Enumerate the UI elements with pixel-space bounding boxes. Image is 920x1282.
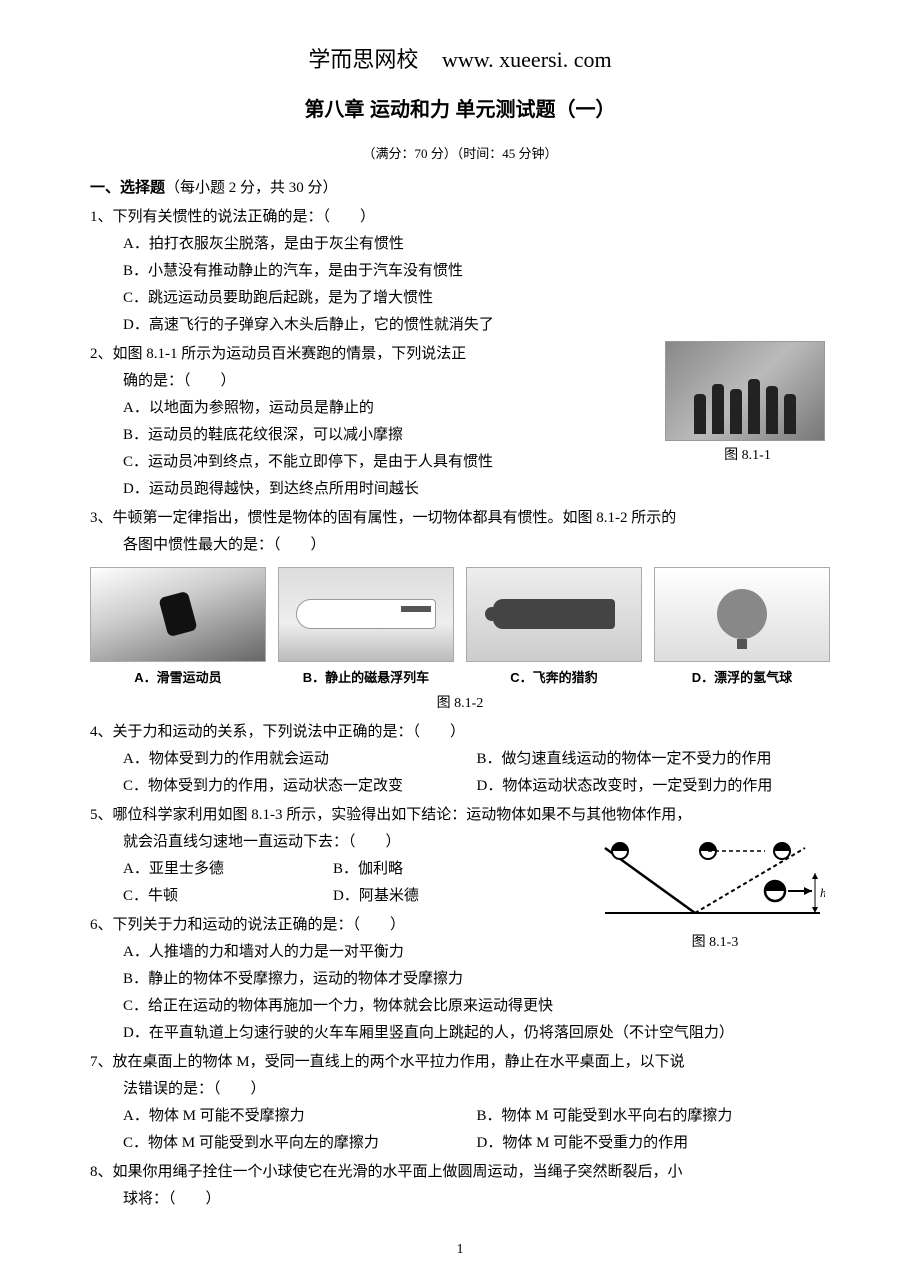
q3-fig-d: D．漂浮的氢气球: [654, 567, 830, 689]
question-8: 8、如果你用绳子拴住一个小球使它在光滑的水平面上做圆周运动，当绳子突然断裂后，小…: [90, 1159, 830, 1213]
header-brand: 学而思网校 www. xueersi. com: [90, 40, 830, 80]
runners-image: [665, 341, 825, 441]
q6-opt-b: B．静止的物体不受摩擦力，运动的物体才受摩擦力: [90, 966, 830, 993]
section-1-heading: 一、选择题（每小题 2 分，共 30 分）: [90, 175, 830, 202]
question-6: 6、下列关于力和运动的说法正确的是：（ ） A．人推墙的力和墙对人的力是一对平衡…: [90, 912, 830, 1047]
q3-stem: 3、牛顿第一定律指出，惯性是物体的固有属性，一切物体都具有惯性。如图 8.1-2…: [90, 505, 830, 532]
cheetah-image: [466, 567, 642, 662]
q3-opt-c: C．飞奔的猎豹: [466, 666, 642, 689]
q4-opt-b: B．做匀速直线运动的物体一定不受力的作用: [477, 746, 831, 773]
svg-text:h: h: [820, 885, 825, 900]
chapter-title: 第八章 运动和力 单元测试题（一）: [90, 92, 830, 128]
figure-8-1-1: 图 8.1-1: [665, 341, 830, 468]
skier-image: [90, 567, 266, 662]
q2-opt-d: D．运动员跑得越快，到达终点所用时间越长: [90, 476, 830, 503]
q3-stem-2: 各图中惯性最大的是：（ ）: [90, 532, 830, 559]
q3-opt-a: A．滑雪运动员: [90, 666, 266, 689]
q3-fig-b: B．静止的磁悬浮列车: [278, 567, 454, 689]
brand-text: 学而思网校: [308, 47, 418, 72]
section-1-heading-rest: （每小题 2 分，共 30 分）: [165, 180, 338, 196]
q7-opt-c: C．物体 M 可能受到水平向左的摩擦力: [123, 1130, 477, 1157]
q1-stem: 1、下列有关惯性的说法正确的是：（ ）: [90, 204, 830, 231]
q5-opt-a: A．亚里士多德: [123, 856, 333, 883]
question-7: 7、放在桌面上的物体 M，受同一直线上的两个水平拉力作用，静止在水平桌面上，以下…: [90, 1049, 830, 1157]
q7-opt-b: B．物体 M 可能受到水平向右的摩擦力: [477, 1103, 831, 1130]
section-1-heading-bold: 一、选择题: [90, 180, 165, 196]
q7-opt-a: A．物体 M 可能不受摩擦力: [123, 1103, 477, 1130]
q7-stem-2: 法错误的是：（ ）: [90, 1076, 830, 1103]
q8-stem-2: 球将：（ ）: [90, 1186, 830, 1213]
q1-opt-c: C．跳远运动员要助跑后起跳，是为了增大惯性: [90, 285, 830, 312]
q7-stem: 7、放在桌面上的物体 M，受同一直线上的两个水平拉力作用，静止在水平桌面上，以下…: [90, 1049, 830, 1076]
q4-opt-d: D．物体运动状态改变时，一定受到力的作用: [477, 773, 831, 800]
q4-opt-c: C．物体受到力的作用，运动状态一定改变: [123, 773, 477, 800]
q3-fig-a: A．滑雪运动员: [90, 567, 266, 689]
q8-stem: 8、如果你用绳子拴住一个小球使它在光滑的水平面上做圆周运动，当绳子突然断裂后，小: [90, 1159, 830, 1186]
q6-stem: 6、下列关于力和运动的说法正确的是：（ ）: [90, 912, 830, 939]
q3-opt-b: B．静止的磁悬浮列车: [278, 666, 454, 689]
brand-url: www. xueersi. com: [442, 47, 612, 72]
q5-opt-c: C．牛顿: [123, 883, 333, 910]
figure-8-1-1-caption: 图 8.1-1: [665, 443, 830, 468]
page-number: 1: [90, 1237, 830, 1262]
exam-info: （满分：70 分）（时间：45 分钟）: [90, 142, 830, 165]
figure-8-1-2-caption: 图 8.1-2: [90, 691, 830, 716]
q5-opt-d: D．阿基米德: [333, 883, 419, 910]
q3-fig-c: C．飞奔的猎豹: [466, 567, 642, 689]
question-1: 1、下列有关惯性的说法正确的是：（ ） A．拍打衣服灰尘脱落，是由于灰尘有惯性 …: [90, 204, 830, 339]
balloon-image: [654, 567, 830, 662]
q5-stem: 5、哪位科学家利用如图 8.1-3 所示，实验得出如下结论：运动物体如果不与其他…: [90, 802, 830, 829]
q4-opt-a: A．物体受到力的作用就会运动: [123, 746, 477, 773]
q7-opt-d: D．物体 M 可能不受重力的作用: [477, 1130, 831, 1157]
q6-opt-c: C．给正在运动的物体再施加一个力，物体就会比原来运动得更快: [90, 993, 830, 1020]
figure-8-1-2-row: A．滑雪运动员 B．静止的磁悬浮列车 C．飞奔的猎豹 D．漂浮的氢气球: [90, 567, 830, 689]
q6-opt-a: A．人推墙的力和墙对人的力是一对平衡力: [90, 939, 830, 966]
q5-opt-b: B．伽利略: [333, 856, 403, 883]
q1-opt-b: B．小慧没有推动静止的汽车，是由于汽车没有惯性: [90, 258, 830, 285]
q1-opt-d: D．高速飞行的子弹穿入木头后静止，它的惯性就消失了: [90, 312, 830, 339]
q4-stem: 4、关于力和运动的关系，下列说法中正确的是：（ ）: [90, 719, 830, 746]
q1-opt-a: A．拍打衣服灰尘脱落，是由于灰尘有惯性: [90, 231, 830, 258]
question-3: 3、牛顿第一定律指出，惯性是物体的固有属性，一切物体都具有惯性。如图 8.1-2…: [90, 505, 830, 717]
q3-opt-d: D．漂浮的氢气球: [654, 666, 830, 689]
train-image: [278, 567, 454, 662]
question-5: 5、哪位科学家利用如图 8.1-3 所示，实验得出如下结论：运动物体如果不与其他…: [90, 802, 830, 910]
q6-opt-d: D．在平直轨道上匀速行驶的火车车厢里竖直向上跳起的人，仍将落回原处（不计空气阻力…: [90, 1020, 830, 1047]
question-2: 图 8.1-1 2、如图 8.1-1 所示为运动员百米赛跑的情景，下列说法正 确…: [90, 341, 830, 503]
question-4: 4、关于力和运动的关系，下列说法中正确的是：（ ） A．物体受到力的作用就会运动…: [90, 719, 830, 800]
